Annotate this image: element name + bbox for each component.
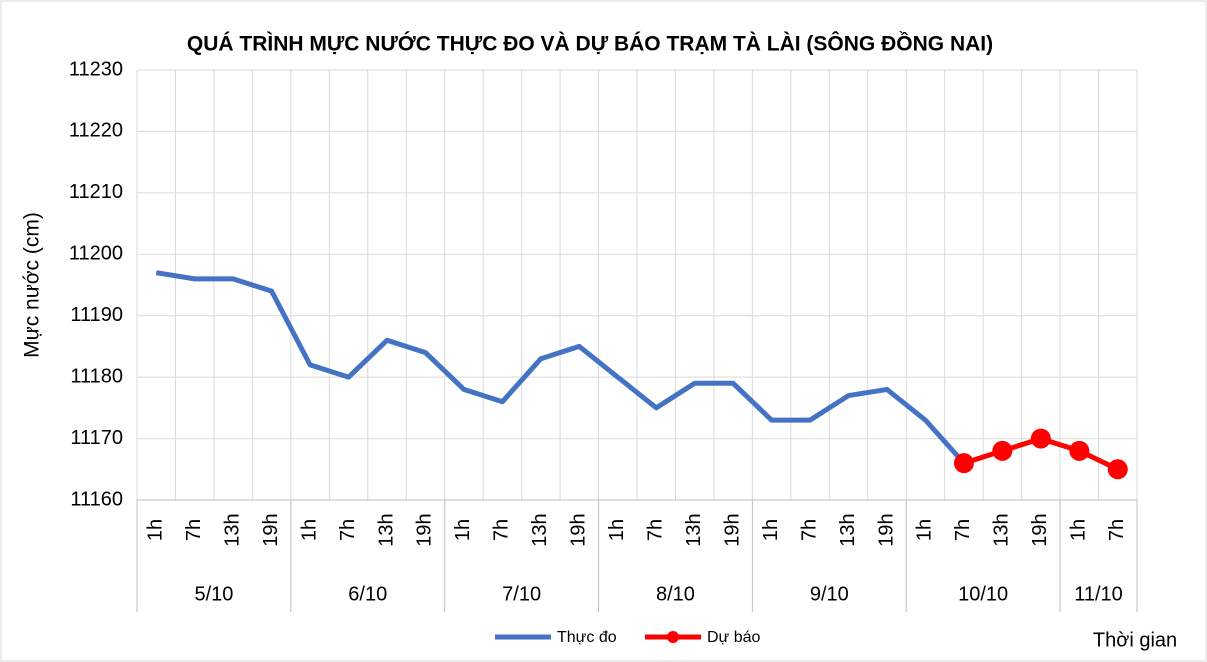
x-tick-label: 19h <box>260 513 282 546</box>
x-tick-label: 7h <box>952 519 974 541</box>
x-tick-label: 1h <box>145 519 167 541</box>
x-tick-label: 13h <box>991 513 1013 546</box>
y-axis-label: Mực nước (cm) <box>21 212 44 358</box>
x-tick-label: 1h <box>760 519 782 541</box>
x-tick-label: 1h <box>1068 519 1090 541</box>
group-label: 7/10 <box>502 583 541 605</box>
y-tick-label: 11230 <box>69 58 123 80</box>
x-tick-label: 13h <box>375 513 397 546</box>
x-tick-label: 7h <box>798 519 820 541</box>
x-tick-label: 1h <box>452 519 474 541</box>
point-marker <box>953 453 974 474</box>
y-tick-label: 11180 <box>70 365 123 387</box>
y-tick-label: 11160 <box>70 488 123 510</box>
legend-marker <box>667 631 679 643</box>
legend-label: Thực đo <box>557 629 617 646</box>
y-tick-label: 11200 <box>69 243 123 265</box>
x-tick-label: 7h <box>183 519 205 541</box>
series-line <box>155 270 966 465</box>
y-tick-label: 11190 <box>70 304 123 326</box>
x-tick-label: 19h <box>568 513 590 546</box>
x-tick-label: 7h <box>645 519 667 541</box>
point-marker <box>1107 459 1128 480</box>
x-tick-label: 13h <box>221 513 243 546</box>
legend-label: Dự báo <box>707 629 761 646</box>
x-tick-label: 13h <box>683 513 705 546</box>
x-tick-label: 19h <box>875 513 897 546</box>
y-tick-label: 11210 <box>69 181 123 203</box>
x-tick-label: 1h <box>606 519 628 541</box>
x-tick-label: 19h <box>1029 513 1051 546</box>
x-tick-label: 13h <box>529 513 551 546</box>
x-tick-label: 13h <box>837 513 859 546</box>
group-label: 9/10 <box>810 583 849 605</box>
group-label: 6/10 <box>348 583 387 605</box>
x-tick-label: 7h <box>337 519 359 541</box>
group-label: 10/10 <box>958 583 1008 605</box>
point-marker <box>1030 428 1051 449</box>
y-tick-label: 11220 <box>69 120 123 142</box>
point-marker <box>1069 440 1090 461</box>
x-tick-label: 7h <box>491 519 513 541</box>
x-axis-label: Thời gian <box>1093 629 1177 651</box>
x-tick-label: 1h <box>914 519 936 541</box>
x-tick-label: 19h <box>721 513 743 546</box>
point-marker <box>992 440 1013 461</box>
x-tick-label: 7h <box>1106 519 1128 541</box>
x-tick-label: 19h <box>414 513 436 546</box>
x-tick-label: 1h <box>298 519 320 541</box>
chart-title: QUÁ TRÌNH MỰC NƯỚC THỰC ĐO VÀ DỰ BÁO TRẠ… <box>187 32 993 56</box>
group-label: 8/10 <box>656 583 695 605</box>
group-label: 5/10 <box>194 583 233 605</box>
group-label: 11/10 <box>1074 583 1123 605</box>
y-tick-label: 11170 <box>70 427 123 449</box>
